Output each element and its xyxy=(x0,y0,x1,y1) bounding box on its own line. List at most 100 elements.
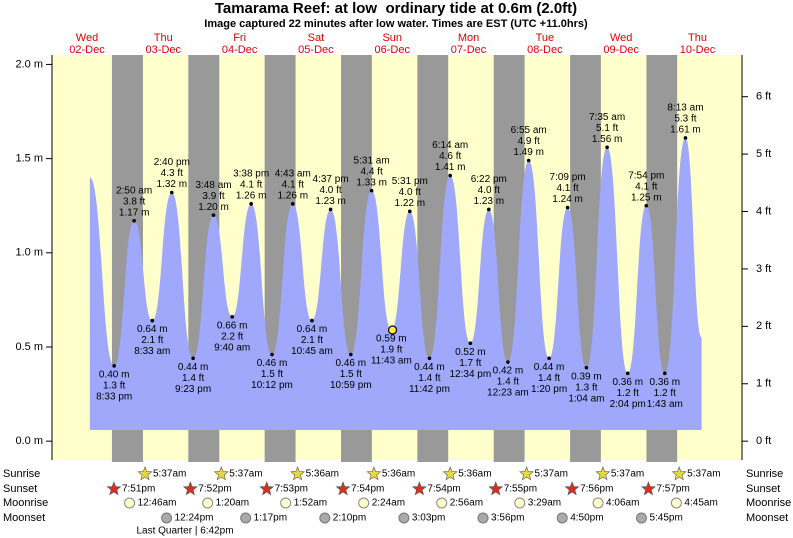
extreme-label: 1.20 m xyxy=(198,202,229,213)
row-label: Sunset xyxy=(3,483,37,495)
extreme-label: 3.9 ft xyxy=(202,191,224,202)
moon-icon xyxy=(319,512,331,524)
extreme-label: 2:50 am xyxy=(116,185,152,196)
extreme-label: 2.1 ft xyxy=(141,335,163,346)
day-date: 02-Dec xyxy=(69,44,105,56)
extreme-point xyxy=(486,207,491,212)
sun-icon xyxy=(259,481,275,496)
extreme-label: 1.17 m xyxy=(119,207,150,218)
extreme-label: 0.66 m xyxy=(217,320,248,331)
sun-icon xyxy=(106,481,122,496)
extreme-label: 0.59 m xyxy=(376,334,407,345)
extreme-label: 4.9 ft xyxy=(518,136,540,147)
extreme-label: 4.0 ft xyxy=(399,187,421,198)
extreme-label: 0.52 m xyxy=(455,347,486,358)
day-name: Sat xyxy=(308,32,325,44)
sunset-time: 7:54pm xyxy=(427,484,460,495)
y2-tick-label: 0 ft xyxy=(756,435,771,447)
row-label: Moonrise xyxy=(3,497,48,509)
moon-icon xyxy=(202,497,214,509)
extreme-label: 1.22 m xyxy=(394,198,425,209)
sunrise-time: 5:37am xyxy=(229,469,262,480)
sunrise-time: 5:36am xyxy=(458,469,491,480)
moonrise-time: 4:45am xyxy=(684,498,717,509)
extreme-label: 9:23 pm xyxy=(175,384,211,395)
moonrise-time: 2:24am xyxy=(372,498,405,509)
extreme-label: 1:20 pm xyxy=(531,384,567,395)
moonset-time: 4:50pm xyxy=(570,513,603,524)
extreme-label: 0.44 m xyxy=(534,362,565,373)
sunset-time: 7:53pm xyxy=(275,484,308,495)
moon-icon xyxy=(436,497,448,509)
extreme-point xyxy=(547,356,551,361)
moon-icon xyxy=(398,512,410,524)
extreme-label: 0.44 m xyxy=(178,362,209,373)
extreme-label: 0.42 m xyxy=(493,366,524,377)
extreme-label: 4.4 ft xyxy=(361,166,383,177)
extreme-label: 1.4 ft xyxy=(538,373,560,384)
extreme-label: 1.56 m xyxy=(592,134,623,145)
extreme-label: 4.3 ft xyxy=(161,168,183,179)
y2-tick-label: 5 ft xyxy=(756,148,771,160)
y2-tick-label: 2 ft xyxy=(756,320,771,332)
row-label: Moonrise xyxy=(746,497,791,509)
moonset-time: 12:24pm xyxy=(175,513,214,524)
extreme-point xyxy=(683,136,688,140)
day-name: Wed xyxy=(610,32,632,44)
row-label: Moonset xyxy=(746,512,788,524)
sunset-time: 7:56pm xyxy=(580,484,613,495)
extreme-label: 1.3 ft xyxy=(575,382,597,393)
day-name: Thu xyxy=(688,32,707,44)
sunrise-time: 5:36am xyxy=(382,469,415,480)
extreme-label: 1.2 ft xyxy=(654,388,676,399)
sun-icon xyxy=(640,481,656,496)
extreme-point xyxy=(468,341,473,346)
extreme-label: 1:43 am xyxy=(647,399,683,410)
moon-icon xyxy=(358,497,370,509)
extreme-label: 4.6 ft xyxy=(439,151,461,162)
extreme-label: 1:04 am xyxy=(568,393,604,404)
moon-icon xyxy=(670,497,682,509)
day-date: 09-Dec xyxy=(603,44,639,56)
extreme-label: 4.0 ft xyxy=(319,185,341,196)
extreme-point xyxy=(191,356,195,361)
extreme-label: 8:13 am xyxy=(667,103,703,114)
extreme-point xyxy=(625,371,630,376)
extreme-label: 6:22 pm xyxy=(471,174,507,185)
sunrise-time: 5:37am xyxy=(535,469,568,480)
sunrise-time: 5:36am xyxy=(306,469,339,480)
extreme-point xyxy=(249,202,253,206)
extreme-point xyxy=(290,202,295,206)
extreme-label: 1.33 m xyxy=(356,177,387,188)
row-label: Moonset xyxy=(3,512,45,524)
extreme-label: 5:31 am xyxy=(354,155,390,166)
tide-area xyxy=(89,137,702,430)
extreme-label: 1.2 ft xyxy=(617,388,639,399)
extreme-label: 2:40 pm xyxy=(154,157,190,168)
extreme-point xyxy=(605,145,609,150)
extreme-label: 5:31 pm xyxy=(392,176,428,187)
sun-icon xyxy=(137,466,153,481)
y-tick-label: 2.0 m xyxy=(15,58,43,70)
chart-title: Tamarama Reef: at low ordinary tide at 0… xyxy=(215,0,577,17)
extreme-label: 10:59 pm xyxy=(330,380,372,391)
row-label: Sunset xyxy=(746,483,780,495)
sun-icon xyxy=(213,466,229,481)
chart-subtitle: Image captured 22 minutes after low wate… xyxy=(204,18,588,30)
day-name: Sun xyxy=(382,32,402,44)
moonrise-time: 1:52am xyxy=(294,498,327,509)
extreme-label: 8:33 am xyxy=(134,346,170,357)
extreme-label: 10:12 pm xyxy=(251,380,293,391)
moon-phase: Last Quarter | 6:42pm xyxy=(136,526,233,537)
extreme-label: 11:43 am xyxy=(371,356,412,367)
day-date: 10-Dec xyxy=(680,44,716,56)
sunset-time: 7:52pm xyxy=(198,484,231,495)
sun-icon xyxy=(182,481,198,496)
extreme-label: 2.1 ft xyxy=(301,335,323,346)
extreme-label: 6:55 am xyxy=(511,125,547,136)
extreme-point xyxy=(448,173,452,178)
extreme-point xyxy=(150,318,155,323)
sun-icon xyxy=(671,466,687,481)
moonrise-time: 12:46am xyxy=(138,498,177,509)
